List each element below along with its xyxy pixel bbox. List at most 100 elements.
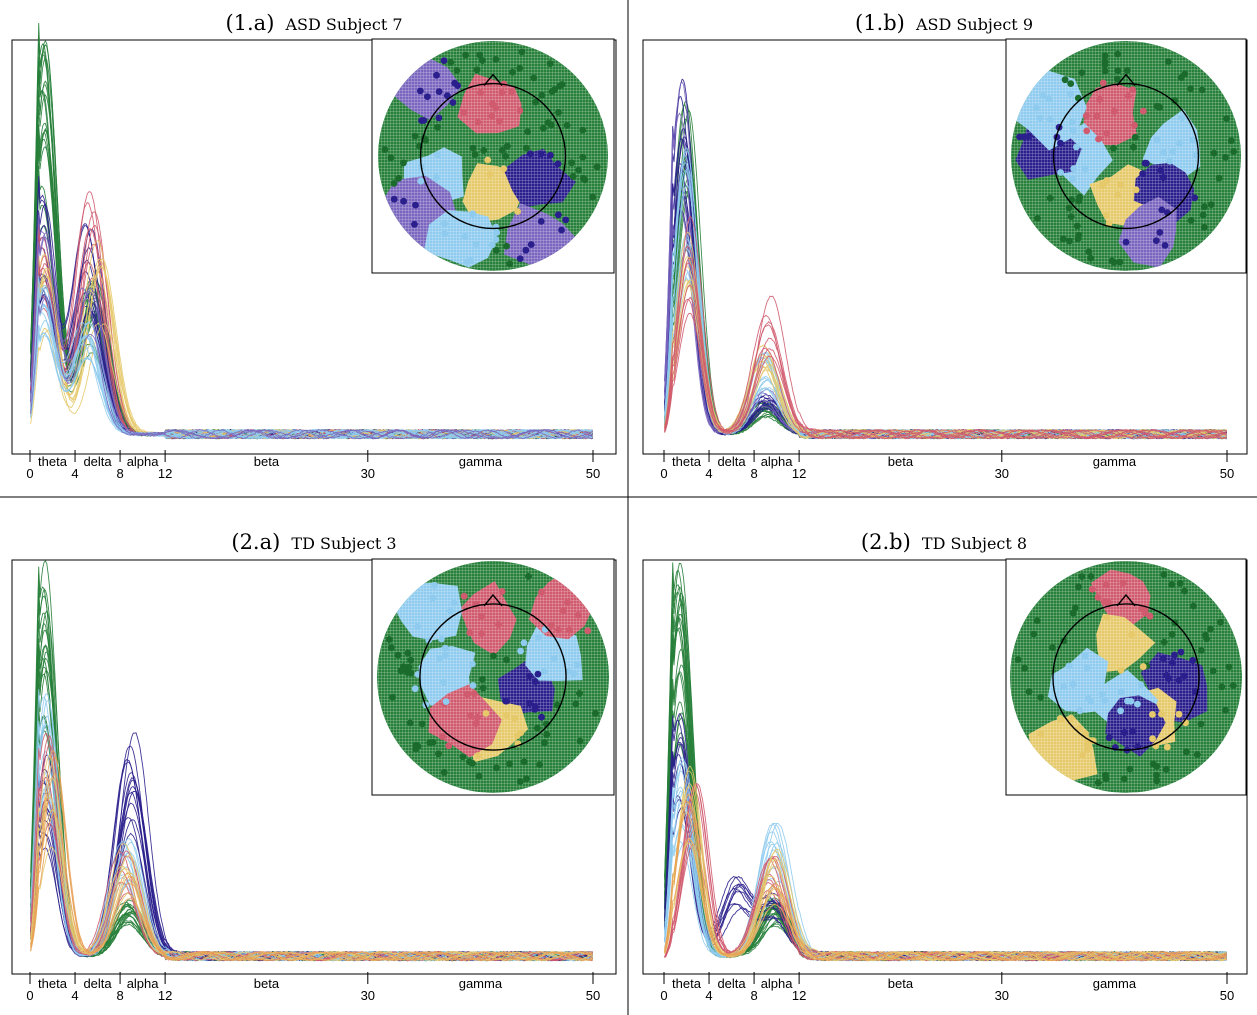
- electrode-dot: [1088, 585, 1096, 593]
- band-brackets: theta delta alpha beta gamma: [672, 976, 1137, 991]
- electrode-dot: [514, 208, 521, 215]
- electrode-dot: [1143, 159, 1150, 167]
- band-label: gamma: [459, 976, 503, 991]
- series-line: [664, 284, 1227, 440]
- electrode-dot: [1045, 95, 1053, 103]
- series-lines: [30, 560, 594, 962]
- electrode-dot: [524, 128, 531, 136]
- electrode-dot: [440, 220, 448, 228]
- electrode-dot: [1101, 696, 1108, 704]
- electrode-dot: [1153, 136, 1161, 143]
- electrode-dot: [387, 154, 395, 162]
- x-tick-label: 12: [792, 466, 806, 481]
- electrode-dot: [1116, 258, 1124, 266]
- electrode-dot: [400, 197, 407, 205]
- x-tick-label: 4: [705, 466, 712, 481]
- electrode-dot: [1200, 203, 1208, 211]
- electrode-dot: [503, 142, 511, 150]
- electrode-dot: [1069, 126, 1077, 134]
- panel-title: (2.b) TD Subject 8: [861, 530, 1027, 554]
- band-label: beta: [888, 454, 914, 469]
- electrode-dot: [1130, 143, 1137, 151]
- electrode-dot: [1153, 762, 1161, 770]
- electrode-dot: [1156, 229, 1164, 236]
- electrode-dot: [1178, 114, 1186, 121]
- topo-grid: [378, 41, 608, 271]
- electrode-dot: [412, 745, 420, 753]
- electrode-dot: [476, 51, 484, 59]
- electrode-dot: [498, 588, 506, 595]
- electrode-dot: [1218, 683, 1226, 691]
- electrode-dot: [1127, 697, 1135, 705]
- band-brackets: theta delta alpha beta gamma: [38, 976, 503, 991]
- topo-grid: [1011, 41, 1241, 271]
- panel-2b: (2.b) TD Subject 8 theta delta alpha beta ga…: [642, 530, 1248, 1003]
- nose-marker: [483, 593, 503, 607]
- electrode-dot: [1105, 734, 1113, 742]
- electrode-dot: [1021, 664, 1028, 672]
- electrode-dot: [1046, 194, 1054, 202]
- electrode-dot: [575, 166, 582, 174]
- panel-subject: ASD Subject 7: [285, 15, 403, 34]
- electrode-dot: [1198, 86, 1206, 94]
- electrode-dot: [576, 737, 584, 745]
- band-label: alpha: [127, 454, 160, 469]
- electrode-dot: [508, 88, 515, 95]
- electrode-dot: [1081, 652, 1089, 660]
- electrode-dot: [404, 649, 412, 657]
- electrode-dot: [414, 623, 421, 630]
- electrode-dot: [435, 114, 443, 122]
- series-line: [30, 772, 593, 962]
- electrode-dot: [1083, 746, 1091, 754]
- plot-frame: [642, 559, 1248, 975]
- head-outline: [1052, 603, 1200, 751]
- electrode-dot: [473, 713, 481, 721]
- x-tick-label: 0: [26, 466, 33, 481]
- electrode-dot: [478, 630, 485, 637]
- electrode-dot: [1067, 714, 1075, 722]
- topo-inset: [1005, 558, 1247, 796]
- x-tick-label: 30: [361, 988, 375, 1003]
- electrode-dot: [470, 690, 478, 697]
- electrode-dot: [1227, 137, 1235, 145]
- band-label: theta: [672, 454, 702, 469]
- electrode-dot: [1057, 716, 1065, 723]
- electrode-dot: [1129, 727, 1136, 735]
- series-purple: [30, 214, 593, 440]
- band-label: delta: [717, 454, 746, 469]
- series-line: [30, 750, 593, 962]
- electrode-dot: [454, 82, 461, 89]
- electrode-dot: [1078, 69, 1086, 76]
- electrode-dot: [477, 612, 485, 620]
- electrode-dot: [1102, 775, 1110, 783]
- electrode-dot: [518, 48, 526, 56]
- electrode-dot: [1222, 706, 1229, 714]
- electrode-dot: [1159, 173, 1167, 181]
- electrode-dot: [534, 633, 542, 641]
- x-tick-label: 4: [71, 466, 78, 481]
- electrode-dot: [438, 733, 446, 740]
- electrode-dot: [1168, 581, 1176, 588]
- electrode-dot: [429, 594, 436, 602]
- electrode-dot: [1105, 220, 1113, 227]
- electrode-dot: [1225, 663, 1233, 671]
- band-label: gamma: [1093, 976, 1137, 991]
- electrode-dot: [531, 678, 539, 685]
- electrode-dot: [503, 697, 511, 705]
- plot-frame: [11, 39, 617, 455]
- electrode-dot: [1171, 97, 1179, 104]
- electrode-dot: [472, 240, 480, 248]
- electrode-dot: [1057, 139, 1064, 147]
- electrode-dot: [1069, 175, 1076, 183]
- electrode-dot: [581, 176, 589, 184]
- panel-title: (1.b) ASD Subject 9: [855, 11, 1033, 35]
- electrode-dot: [1171, 651, 1178, 659]
- electrode-dot: [1203, 635, 1210, 643]
- electrode-dot: [1101, 58, 1109, 65]
- electrode-dot: [1114, 191, 1122, 199]
- electrode-dot: [1126, 765, 1134, 773]
- electrode-dot: [536, 761, 543, 768]
- electrode-dot: [1117, 688, 1125, 696]
- electrode-dot: [1103, 614, 1111, 621]
